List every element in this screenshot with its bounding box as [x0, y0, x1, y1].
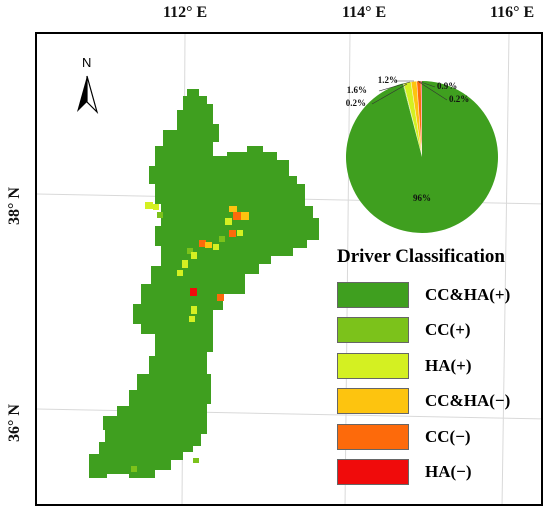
legend-label: CC&HA(+)	[425, 285, 511, 304]
legend-item: CC&HA(+)	[337, 281, 510, 309]
cell-cc-plus	[219, 236, 225, 242]
legend-swatch	[337, 282, 409, 308]
pie-slice	[420, 80, 423, 158]
legend-item: CC(−)	[337, 423, 471, 451]
legend-swatch	[337, 353, 409, 379]
legend-label: HA(−)	[425, 462, 472, 481]
pie-leader-line	[417, 80, 436, 88]
study-region	[89, 89, 319, 478]
pie-label: 0.2%	[346, 98, 366, 108]
driver-cells	[131, 202, 249, 472]
cell-cc-minus	[229, 230, 236, 237]
longitude-label-112e: 112° E	[163, 4, 208, 21]
pie-chart: 96% 0.2% 1.6% 1.2% 0.9% 0.2%	[346, 75, 499, 234]
pie-slice	[346, 81, 499, 234]
legend-title: Driver Classification	[337, 246, 505, 267]
cell-ccha-minus	[241, 212, 249, 220]
cell-cc-minus	[199, 240, 206, 247]
north-arrow-icon: N	[77, 55, 99, 115]
pie-label: 1.6%	[347, 85, 367, 95]
pie-label: 1.2%	[378, 75, 398, 85]
legend-item: HA(+)	[337, 352, 472, 380]
longitude-label-116e: 116° E	[490, 4, 535, 21]
legend-label: CC(+)	[425, 320, 471, 339]
legend-item: CC&HA(−)	[337, 387, 510, 415]
cell-cc-plus	[131, 466, 137, 472]
cell-ha-plus	[191, 252, 197, 259]
pie-label: 0.9%	[437, 81, 457, 91]
cell-cc-plus	[187, 248, 193, 254]
pie-leader-line	[371, 83, 408, 105]
cell-ha-minus	[190, 288, 197, 296]
cell-ha-plus	[225, 218, 232, 225]
cell-ha-plus	[177, 270, 183, 276]
cell-cc-minus	[233, 212, 241, 220]
cell-ha-plus	[191, 306, 197, 314]
legend-item: HA(−)	[337, 458, 472, 486]
cell-ha-plus	[189, 316, 195, 322]
legend-item: CC(+)	[337, 316, 471, 344]
legend-swatch	[337, 388, 409, 414]
graticule-line-116e	[501, 34, 510, 504]
cell-ha-plus	[153, 204, 159, 210]
cell-cc-plus	[157, 212, 163, 218]
latitude-label-38n: 38° N	[6, 187, 23, 225]
pie-label: 96%	[413, 193, 431, 203]
cell-ccha-minus	[205, 242, 212, 248]
pie-leader-line	[418, 81, 448, 101]
north-arrow-label: N	[82, 55, 91, 70]
legend-swatch	[337, 459, 409, 485]
map-frame: N 96% 0.2% 1.6% 1.2% 0.9% 0.2%	[35, 32, 543, 506]
legend-label: HA(+)	[425, 356, 472, 375]
longitude-label-114e: 114° E	[342, 4, 387, 21]
cell-ccha-minus	[229, 206, 237, 212]
cell-ha-plus	[237, 230, 243, 236]
legend-swatch	[337, 424, 409, 450]
map-canvas: N 96% 0.2% 1.6% 1.2% 0.9% 0.2%	[37, 34, 541, 504]
legend-swatch	[337, 317, 409, 343]
pie-label: 0.2%	[449, 94, 469, 104]
legend-label: CC(−)	[425, 427, 471, 446]
cell-ha-plus	[145, 202, 153, 209]
cell-ha-plus	[213, 244, 219, 250]
legend-label: CC&HA(−)	[425, 391, 511, 410]
cell-cc-minus	[217, 294, 224, 301]
cell-ha-plus	[182, 260, 188, 268]
latitude-label-36n: 36° N	[6, 404, 23, 442]
pie-leader-line	[378, 81, 411, 92]
cell-cc-plus	[193, 458, 199, 463]
